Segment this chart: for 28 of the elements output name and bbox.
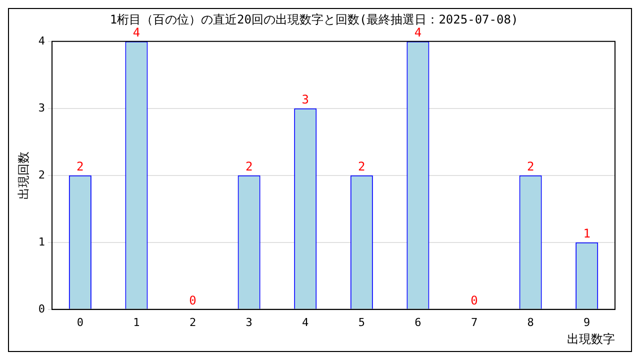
y-tick-label: 4 [38, 34, 46, 48]
x-tick-label: 5 [358, 316, 365, 329]
y-tick-label: 3 [38, 101, 46, 114]
x-tick-label: 0 [76, 316, 84, 329]
data-label: 1 [583, 226, 590, 241]
x-tick-label: 2 [189, 316, 196, 329]
chart-title: 1桁目（百の位）の直近20回の出現数字と回数(最終抽選日：2025-07-08) [110, 12, 518, 26]
data-label: 2 [76, 160, 84, 174]
x-tick-label: 1 [133, 316, 140, 329]
data-label: 2 [358, 160, 366, 174]
data-label: 3 [302, 92, 309, 107]
x-tick-label: 9 [584, 316, 590, 329]
x-tick-label: 3 [246, 316, 252, 329]
data-label: 4 [414, 26, 422, 40]
data-label: 0 [189, 294, 196, 308]
data-label: 2 [526, 160, 534, 174]
x-tick-label: 7 [470, 316, 478, 329]
y-tick-label: 1 [38, 235, 46, 248]
y-tick-label: 0 [38, 302, 46, 316]
data-label: 0 [470, 294, 478, 308]
data-label: 4 [132, 26, 140, 40]
x-tick-label: 4 [302, 316, 310, 329]
y-tick-label: 2 [38, 168, 46, 182]
data-label: 2 [245, 160, 253, 174]
x-axis-title: 出現数字 [567, 332, 615, 346]
x-tick-label: 8 [527, 316, 534, 329]
x-tick-label: 6 [414, 316, 422, 329]
y-axis-title: 出現回数 [16, 151, 30, 200]
